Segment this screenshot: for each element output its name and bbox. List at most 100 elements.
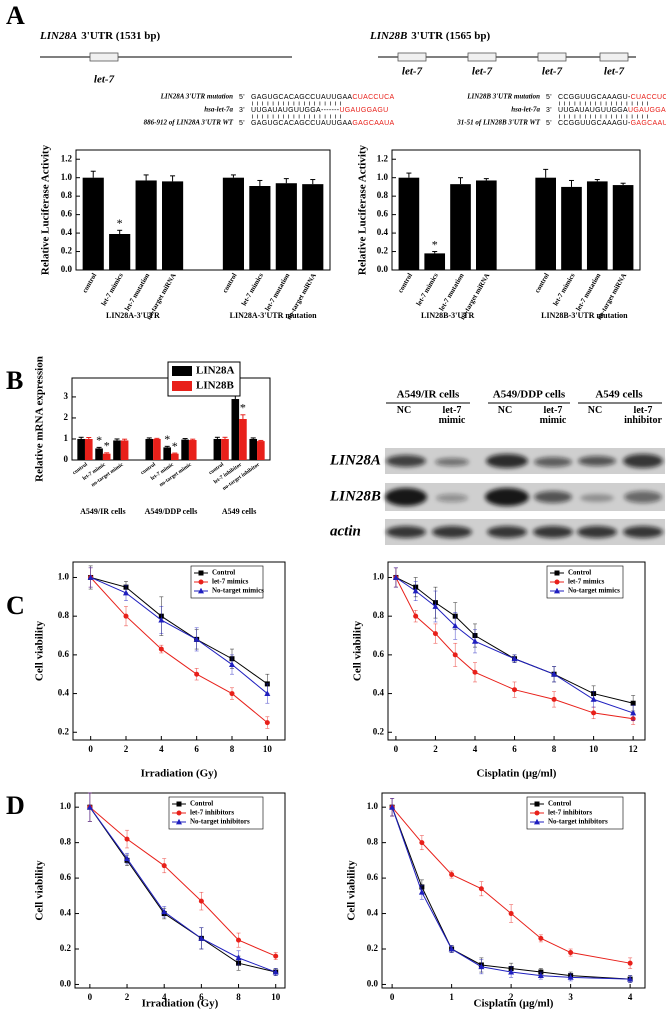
bar — [135, 180, 157, 270]
x-tick-label: control — [221, 272, 239, 294]
bar — [82, 177, 104, 270]
y-tick-label: 0.2 — [367, 943, 379, 953]
blot-band — [385, 488, 427, 506]
blot-band — [432, 526, 472, 538]
bar — [213, 438, 222, 460]
bar — [77, 438, 85, 460]
y-tick-label: 1.0 — [373, 572, 385, 582]
group-label: LIN28A-3'UTR — [106, 311, 160, 320]
x-tick-label: 2 — [124, 744, 129, 754]
group-label: LIN28B-3'UTR mutation — [541, 311, 628, 320]
marker — [124, 836, 130, 842]
y-tick-label: 1.2 — [61, 153, 73, 163]
lane-label-box: let-7 mimic — [439, 406, 466, 426]
marker — [630, 700, 636, 706]
marker — [448, 945, 455, 952]
panel-letter: C — [6, 591, 25, 620]
marker — [554, 587, 560, 594]
lane-label-box: NC — [397, 406, 411, 416]
strand-end: 5' — [546, 94, 552, 101]
sequence-part: CCGGUUGCAAAGU- — [558, 94, 631, 101]
y-tick-label: 0.8 — [367, 837, 379, 847]
y-tick-label: 0.0 — [367, 979, 379, 989]
x-tick-label: 0 — [88, 744, 93, 754]
utr-length: 3'UTR (1565 bp) — [411, 30, 490, 42]
y-tick-label: 0.8 — [373, 610, 385, 620]
x-tick-label: control — [81, 272, 99, 294]
y-tick-label: 0.4 — [377, 227, 389, 237]
marker — [87, 574, 94, 580]
marker — [590, 696, 597, 702]
x-tick-label: 1 — [449, 992, 454, 1002]
x-tick-label: let-7 mutation — [123, 272, 151, 313]
marker — [198, 587, 204, 594]
x-axis-label: Irradiation (Gy) — [142, 998, 219, 1010]
x-tick-label: 0 — [394, 744, 399, 754]
marker — [508, 968, 515, 975]
lane-label-box: let-7 inhibitor — [624, 406, 662, 426]
marker — [264, 720, 270, 726]
bar — [231, 399, 240, 460]
plot-frame — [75, 149, 331, 271]
marker — [236, 937, 242, 943]
y-tick-label: 1.0 — [61, 172, 73, 182]
legend-label: No-target inhibitors — [190, 818, 250, 826]
site-label: let-7 — [94, 74, 115, 86]
sequence: UUGAUAUGUUGGA-------UGAUGGAGU — [251, 107, 388, 114]
significance: * — [117, 216, 123, 230]
bar — [109, 234, 131, 270]
series-line — [90, 576, 268, 685]
y-tick-label: 0.4 — [373, 688, 385, 698]
blot-group: A549/DDP cells — [493, 389, 566, 401]
marker — [176, 801, 182, 807]
marker — [264, 690, 271, 696]
x-tick-label: 6 — [199, 992, 204, 1002]
site-box — [599, 52, 629, 62]
sequence: UUGAUAUGUUGGAUGAUGGAGU — [558, 107, 666, 114]
bar — [249, 438, 258, 460]
panel-letter: A — [6, 1, 25, 30]
marker — [567, 974, 574, 980]
blot-group: A549/IR cells — [397, 389, 460, 401]
bar — [302, 184, 324, 270]
marker — [229, 661, 235, 667]
blot-band — [486, 454, 528, 468]
bar — [586, 181, 608, 270]
strand-end: 5' — [239, 120, 245, 127]
bar — [535, 177, 556, 270]
x-tick-label: 10 — [263, 744, 273, 754]
legend-label: let-7 inhibitors — [190, 809, 234, 817]
y-tick-label: 0.6 — [367, 872, 379, 882]
marker — [432, 631, 438, 637]
alignment-name: LIN28A 3'UTR mutation — [160, 93, 233, 101]
marker — [471, 638, 478, 644]
x-tick-label: 8 — [552, 744, 557, 754]
plot-frame — [387, 561, 646, 741]
y-tick-label: 0.6 — [373, 649, 385, 659]
bar — [188, 440, 197, 460]
blot-band — [533, 526, 573, 538]
panel-letter: D — [6, 791, 25, 820]
lane-label-box: NC — [498, 406, 512, 416]
y-tick-label: 0.8 — [377, 190, 389, 200]
marker — [534, 818, 540, 825]
marker — [194, 671, 200, 677]
alignment-name: 31-51 of LIN28B 3'UTR WT — [456, 119, 540, 127]
alignment-name: 886-912 of LIN28A 3'UTR WT — [144, 119, 234, 127]
marker — [124, 855, 131, 861]
bar — [162, 181, 184, 270]
x-tick-label: 2 — [509, 992, 514, 1002]
lane-label: let-7 mimic — [539, 406, 567, 426]
significance: * — [104, 439, 110, 453]
group-label: LIN28A-3'UTR mutation — [230, 311, 317, 320]
legend-label: Control — [190, 800, 213, 808]
gene-name: LIN28A — [39, 30, 77, 42]
bar — [95, 448, 103, 460]
y-tick-label: 1.0 — [377, 172, 389, 182]
significance: * — [164, 432, 170, 446]
blot-band — [386, 526, 426, 538]
x-axis-label: Cisplatin (μg/ml) — [474, 998, 554, 1010]
significance: * — [172, 439, 178, 453]
lane-label-box: let-7 mimic — [539, 406, 567, 426]
x-tick-label: let-7 mutation — [438, 272, 466, 313]
